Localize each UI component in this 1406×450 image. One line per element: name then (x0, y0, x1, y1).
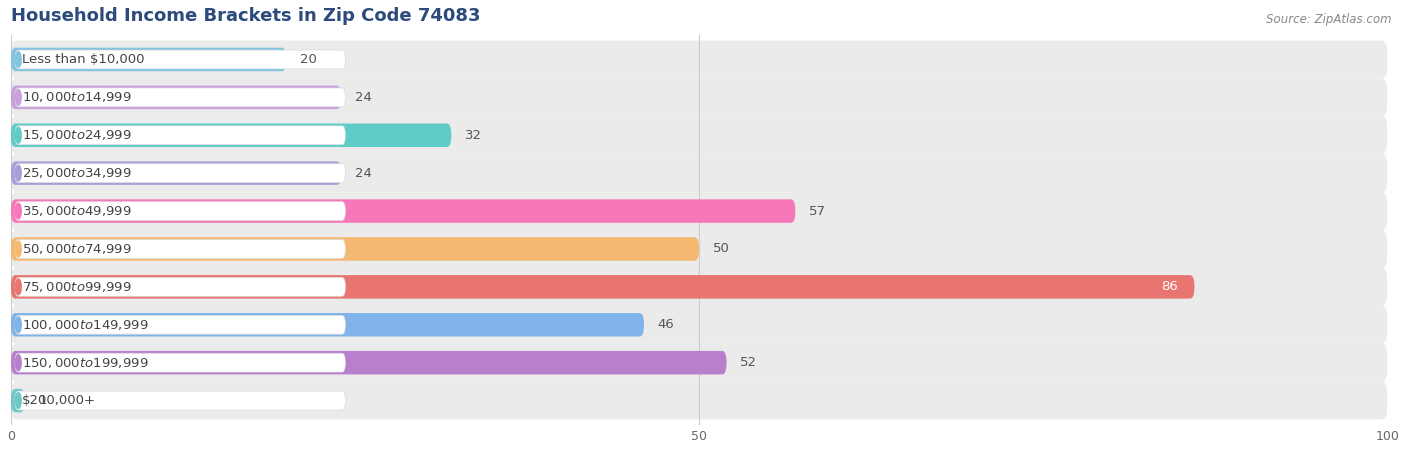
Text: $10,000 to $14,999: $10,000 to $14,999 (22, 90, 132, 104)
FancyBboxPatch shape (15, 239, 346, 258)
Circle shape (15, 317, 21, 333)
Circle shape (15, 279, 21, 295)
FancyBboxPatch shape (11, 123, 451, 147)
FancyBboxPatch shape (15, 164, 346, 183)
Text: 50: 50 (713, 243, 730, 256)
Text: 57: 57 (808, 205, 827, 217)
FancyBboxPatch shape (11, 344, 1388, 382)
Text: 24: 24 (354, 166, 371, 180)
Circle shape (15, 241, 21, 257)
FancyBboxPatch shape (11, 86, 342, 109)
Text: 46: 46 (658, 318, 675, 331)
FancyBboxPatch shape (11, 230, 1388, 268)
Text: 20: 20 (299, 53, 316, 66)
Circle shape (15, 127, 21, 143)
FancyBboxPatch shape (15, 202, 346, 220)
Circle shape (15, 355, 21, 370)
FancyBboxPatch shape (11, 268, 1388, 306)
FancyBboxPatch shape (11, 382, 1388, 419)
FancyBboxPatch shape (11, 154, 1388, 192)
Text: $200,000+: $200,000+ (22, 394, 96, 407)
FancyBboxPatch shape (11, 78, 1388, 116)
Text: $150,000 to $199,999: $150,000 to $199,999 (22, 356, 149, 369)
Circle shape (15, 165, 21, 181)
Text: 32: 32 (465, 129, 482, 142)
FancyBboxPatch shape (11, 192, 1388, 230)
FancyBboxPatch shape (15, 315, 346, 334)
Circle shape (15, 393, 21, 409)
FancyBboxPatch shape (11, 351, 727, 374)
FancyBboxPatch shape (15, 353, 346, 372)
Text: 52: 52 (741, 356, 758, 369)
Text: 24: 24 (354, 91, 371, 104)
FancyBboxPatch shape (11, 306, 1388, 344)
FancyBboxPatch shape (11, 389, 25, 412)
FancyBboxPatch shape (11, 237, 699, 261)
Text: $15,000 to $24,999: $15,000 to $24,999 (22, 128, 132, 142)
FancyBboxPatch shape (11, 40, 1388, 78)
FancyBboxPatch shape (15, 126, 346, 144)
Circle shape (15, 52, 21, 68)
Text: Source: ZipAtlas.com: Source: ZipAtlas.com (1267, 14, 1392, 27)
Text: Household Income Brackets in Zip Code 74083: Household Income Brackets in Zip Code 74… (11, 7, 481, 25)
Text: 1: 1 (38, 394, 46, 407)
FancyBboxPatch shape (11, 48, 287, 71)
FancyBboxPatch shape (15, 278, 346, 296)
Circle shape (15, 203, 21, 219)
FancyBboxPatch shape (15, 88, 346, 107)
Text: $75,000 to $99,999: $75,000 to $99,999 (22, 280, 132, 294)
FancyBboxPatch shape (11, 313, 644, 337)
Text: $50,000 to $74,999: $50,000 to $74,999 (22, 242, 132, 256)
FancyBboxPatch shape (15, 391, 346, 410)
FancyBboxPatch shape (11, 199, 796, 223)
Circle shape (15, 90, 21, 105)
Text: $35,000 to $49,999: $35,000 to $49,999 (22, 204, 132, 218)
Text: $100,000 to $149,999: $100,000 to $149,999 (22, 318, 149, 332)
FancyBboxPatch shape (11, 275, 1195, 299)
Text: 86: 86 (1161, 280, 1178, 293)
Text: Less than $10,000: Less than $10,000 (22, 53, 145, 66)
Text: $25,000 to $34,999: $25,000 to $34,999 (22, 166, 132, 180)
FancyBboxPatch shape (11, 116, 1388, 154)
FancyBboxPatch shape (11, 162, 342, 185)
FancyBboxPatch shape (15, 50, 346, 69)
